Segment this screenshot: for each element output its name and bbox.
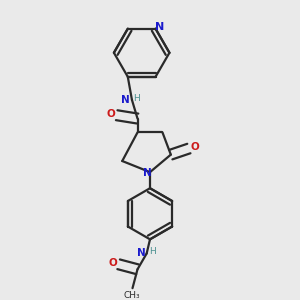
Text: O: O [106, 109, 115, 119]
Text: N: N [143, 168, 152, 178]
Text: N: N [137, 248, 146, 259]
Text: N: N [122, 95, 130, 105]
Text: H: H [134, 94, 140, 103]
Text: N: N [155, 22, 164, 32]
Text: H: H [149, 247, 156, 256]
Text: O: O [190, 142, 199, 152]
Text: CH₃: CH₃ [124, 291, 140, 300]
Text: O: O [108, 258, 117, 268]
